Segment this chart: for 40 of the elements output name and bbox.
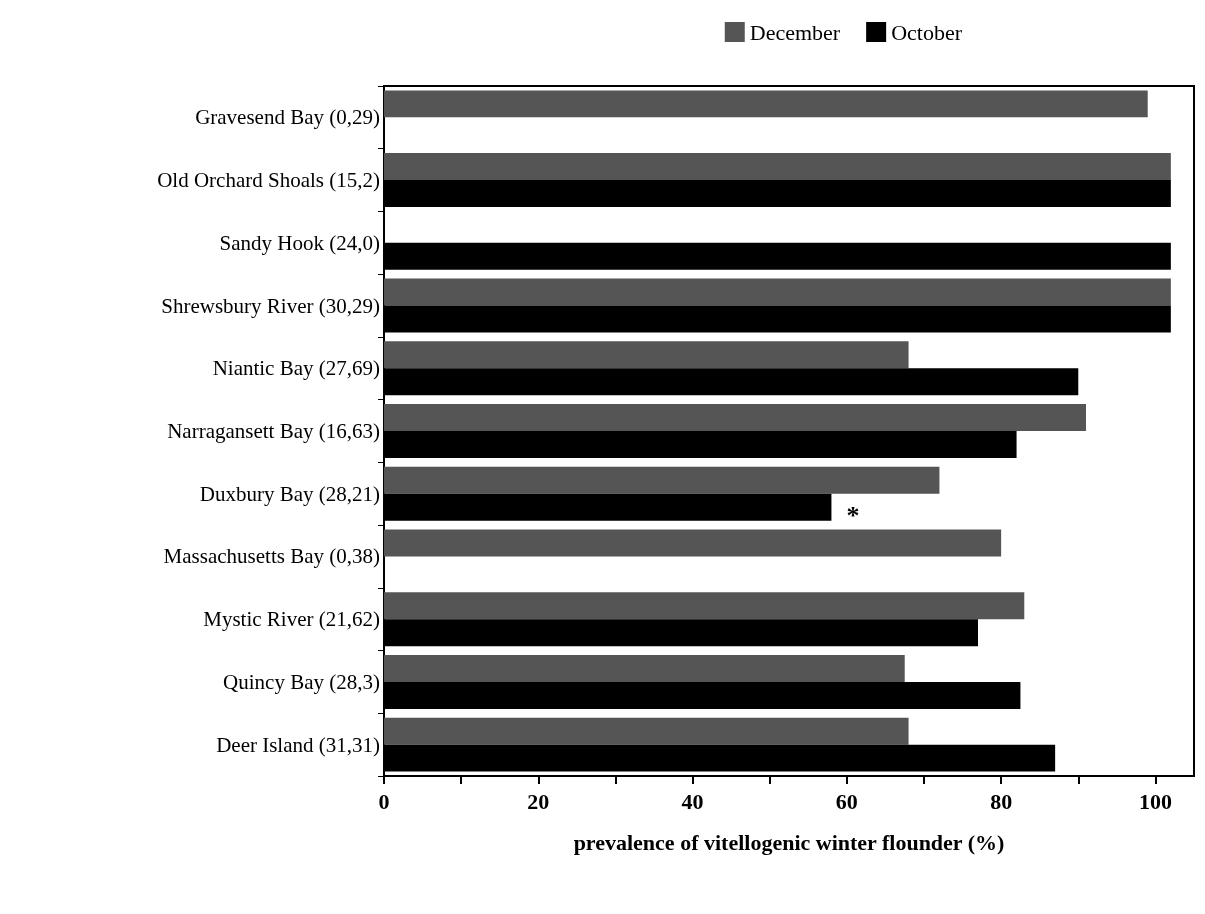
y-tick-label: Deer Island (31,31): [216, 732, 380, 757]
bar: [384, 404, 1086, 431]
y-tick-label: Old Orchard Shoals (15,2): [157, 168, 380, 193]
bar: [384, 529, 1002, 557]
y-tick-label: Niantic Bay (27,69): [212, 356, 381, 381]
x-axis-title: prevalence of vitellogenic winter flounder (%): [573, 829, 1005, 855]
y-tick-label: Massachusetts Bay (0,38): [163, 544, 380, 569]
bar: [384, 153, 1171, 181]
bar: [384, 341, 909, 369]
bar: [384, 592, 1025, 620]
bar: [384, 744, 1056, 772]
x-tick-label: 60: [835, 788, 858, 814]
legend-label: October: [891, 19, 963, 45]
y-tick-label: Mystic River (21,62): [203, 607, 380, 632]
bar: [384, 717, 909, 745]
bar: [384, 305, 1171, 333]
bar: [384, 180, 1171, 208]
y-tick-label: Sandy Hook (24,0): [219, 230, 380, 255]
bar: [384, 654, 905, 682]
legend-label: December: [749, 19, 841, 45]
x-tick-label: 100: [1138, 788, 1172, 814]
y-tick-label: Gravesend Bay (0,29): [195, 105, 380, 130]
y-tick-label: Duxbury Bay (28,21): [199, 481, 380, 506]
bar: [384, 368, 1079, 396]
bar: [384, 619, 978, 647]
x-tick-label: 40: [681, 788, 704, 814]
annotation: *: [846, 500, 860, 530]
bar: [384, 493, 832, 521]
bar: [384, 242, 1171, 270]
x-tick-label: 80: [990, 788, 1013, 814]
bar: [384, 681, 1021, 709]
bar: [384, 466, 940, 494]
y-tick-label: Quincy Bay (28,3): [223, 669, 380, 694]
x-tick-label: 0: [378, 788, 390, 814]
bar: [384, 278, 1171, 306]
bar: [384, 431, 1017, 458]
y-tick-label: Shrewsbury River (30,29): [161, 293, 380, 318]
bar: [384, 90, 1148, 118]
y-tick-label: Narragansett Bay (16,63): [167, 419, 380, 443]
x-tick-label: 20: [527, 788, 550, 814]
